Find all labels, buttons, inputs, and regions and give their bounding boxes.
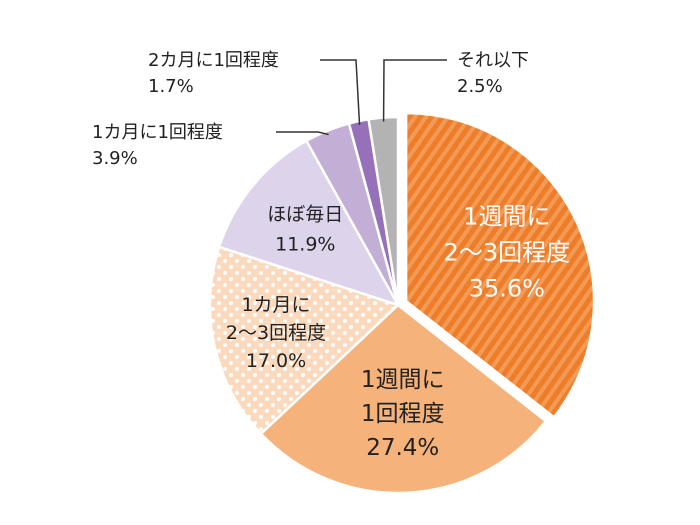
slice-label-1: 1週間に 2〜3回程度 35.6% [444,203,571,303]
slice-label-line-6: 2カ月に1回程度 [148,50,279,71]
slice-value-6: 1.7% [148,76,194,97]
slice-label-4: ほぼ毎日 11.9% [267,204,343,256]
slice-label-line-5: 1カ月に1回程度 [92,122,223,143]
slice-value-5: 3.9% [92,148,138,169]
leader-line-5 [276,131,329,136]
slice-label-5: 1カ月に1回程度 3.9% [92,122,223,169]
slice-label-line-4: ほぼ毎日 [267,204,343,226]
slice-label-2: 1週間に 1回程度 27.4% [361,367,445,461]
slice-label-line-1: 1週間に [463,203,550,231]
slice-value-1: 35.6% [469,275,545,303]
slice-label-line-2: 1週間に [361,367,445,393]
slice-label-7: それ以下 2.5% [457,50,529,97]
leader-line-7 [382,59,447,122]
pie-slices [208,111,596,495]
slice-value-4: 11.9% [275,234,335,256]
pie-slice-4 [217,139,401,308]
slice-label-6: 2カ月に1回程度 1.7% [148,50,279,97]
pie-slice-3 [208,245,401,436]
slice-label-line-1: 2〜3回程度 [444,239,571,267]
pie-slice-2 [259,303,548,495]
slice-label-line-7: それ以下 [457,50,529,71]
pie-slice-1 [404,111,596,419]
leader-line-6 [320,59,361,126]
slice-value-2: 27.4% [366,435,439,461]
slice-value-7: 2.5% [457,76,503,97]
slice-label-line-3: 2〜3回程度 [226,322,326,344]
slice-value-3: 17.0% [246,350,306,372]
slice-label-line-2: 1回程度 [361,401,445,427]
slice-label-3: 1カ月に 2〜3回程度 17.0% [226,294,326,372]
leader-lines [276,59,447,136]
slice-label-line-3: 1カ月に [241,294,310,316]
slice-labels: 1週間に 2〜3回程度 35.6% 1週間に 1回程度 27.4% 1カ月に 2〜3回程度 17… [92,50,570,461]
